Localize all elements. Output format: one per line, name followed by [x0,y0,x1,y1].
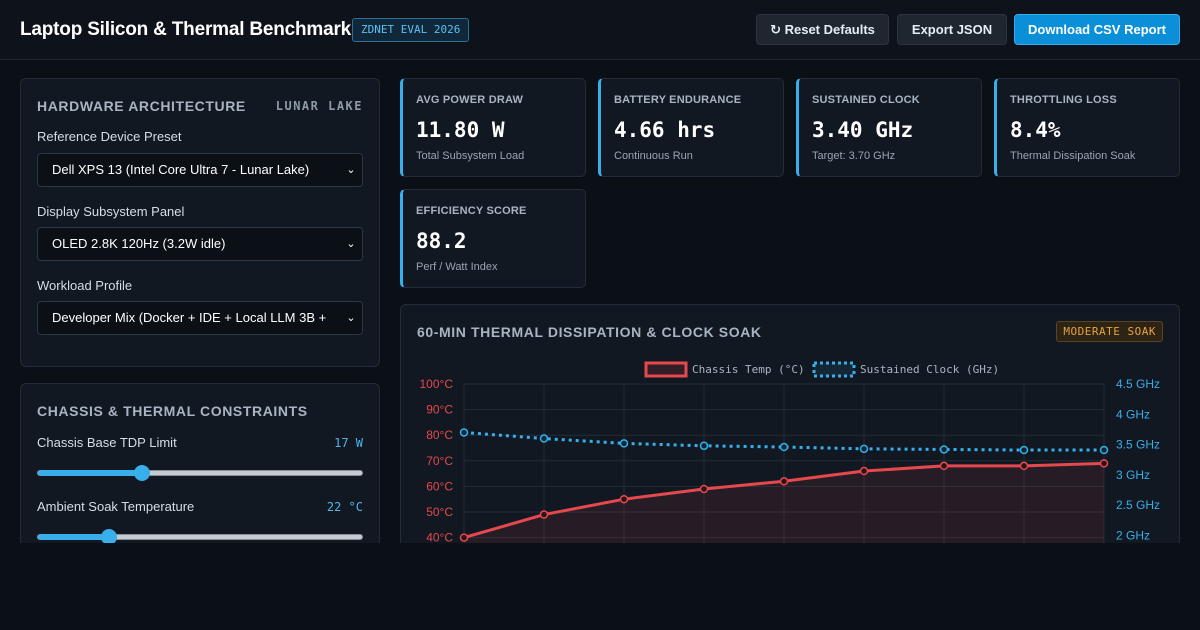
architecture-tag: LUNAR LAKE [275,99,363,113]
stat-subtext: Target: 3.70 GHz [812,150,896,162]
y-right-tick-label: 2.5 GHz [1116,498,1160,512]
stat-subtext: Thermal Dissipation Soak [1010,150,1136,162]
ambient-slider-fill [38,534,110,540]
stat-label: BATTERY ENDURANCE [614,94,742,106]
temp-data-point [859,466,869,476]
hardware-section-title: HARDWARE ARCHITECTURE [37,98,246,114]
y-right-tick-label: 4 GHz [1116,407,1150,421]
eval-badge: ZDNET EVAL 2026 [352,18,470,42]
temp-data-point [1099,459,1109,468]
stat-value: 8.4% [1010,118,1061,142]
stat-label: SUSTAINED CLOCK [812,94,920,106]
ambient-slider-thumb[interactable] [101,529,118,543]
chevron-down-icon: ⌄ [340,228,362,260]
y-left-tick-label: 40°C [426,531,453,543]
app-title: Laptop Silicon & Thermal Benchmark [20,19,352,40]
temp-data-point [699,484,709,494]
legend-label-temp: Chassis Temp (°C) [692,363,805,376]
thermal-section-title: CHASSIS & THERMAL CONSTRAINTS [37,403,308,419]
thermal-clock-chart: 100°C 90°C 80°C 70°C 60°C 50°C 40°C 4.5 GHz 4 GH… [420,361,1160,543]
y-left-tick-label: 80°C [426,428,453,442]
clock-data-point [859,444,869,454]
preset-select[interactable]: Dell XPS 13 (Intel Core Ultra 7 - Lunar … [37,153,363,187]
preset-select-value: Dell XPS 13 (Intel Core Ultra 7 - Lunar … [52,162,310,177]
temp-data-point [939,461,949,471]
ambient-label: Ambient Soak Temperature [37,499,195,514]
display-select[interactable]: OLED 2.8K 120Hz (3.2W idle) ⌄ [37,227,363,261]
legend-label-clock: Sustained Clock (GHz) [860,363,999,376]
stat-label: THROTTLING LOSS [1010,94,1117,106]
clock-data-point [1019,445,1029,455]
stat-card-clock: SUSTAINED CLOCK 3.40 GHz Target: 3.70 GH… [796,78,982,177]
clock-series-line [463,430,1104,452]
stat-subtext: Continuous Run [614,150,693,162]
chevron-down-icon: ⌄ [340,302,362,334]
y-right-tick-label: 3.5 GHz [1116,438,1160,452]
legend-swatch-clock [812,361,856,378]
workload-label: Workload Profile [37,278,133,293]
app-header: Laptop Silicon & Thermal Benchmark ZDNET… [0,0,1200,60]
clock-data-point [1099,445,1109,455]
tdp-slider[interactable] [37,465,363,481]
display-label: Display Subsystem Panel [37,204,185,219]
reset-defaults-button[interactable]: ↻ Reset Defaults [756,14,889,45]
chart-title: 60-MIN THERMAL DISSIPATION & CLOCK SOAK [417,324,762,340]
hardware-architecture-card: HARDWARE ARCHITECTURE LUNAR LAKE Referen… [20,78,380,367]
ambient-slider[interactable] [37,529,363,543]
temp-data-point [619,494,629,504]
display-select-value: OLED 2.8K 120Hz (3.2W idle) [52,236,226,251]
clock-data-point [939,445,949,454]
temp-series-area [464,463,1104,543]
y-left-tick-label: 90°C [426,403,453,417]
stat-card-power: AVG POWER DRAW 11.80 W Total Subsystem L… [400,78,586,177]
stat-label: EFFICIENCY SCORE [416,205,527,217]
legend-swatch-temp [644,361,688,378]
tdp-slider-thumb[interactable] [133,465,150,481]
clock-data-point [779,442,789,452]
temp-data-point [459,533,469,542]
ambient-value: 22 °C [326,500,363,514]
stat-value: 88.2 [416,229,467,253]
stat-value: 3.40 GHz [812,118,914,142]
stat-label: AVG POWER DRAW [416,94,524,106]
thermal-constraints-card: CHASSIS & THERMAL CONSTRAINTS Chassis Ba… [20,383,380,543]
temp-data-point [539,510,549,519]
y-left-tick-label: 50°C [426,505,453,519]
tdp-slider-fill [38,470,142,476]
stat-card-throttling: THROTTLING LOSS 8.4% Thermal Dissipation… [994,78,1180,177]
tdp-label: Chassis Base TDP Limit [37,435,177,450]
y-left-tick-label: 70°C [426,454,453,468]
app-viewport: Laptop Silicon & Thermal Benchmark ZDNET… [0,0,1200,543]
clock-data-point [459,428,469,437]
stat-subtext: Total Subsystem Load [416,150,525,162]
soak-status-badge: MODERATE SOAK [1056,321,1163,342]
stat-value: 4.66 hrs [614,118,716,142]
clock-data-point [699,441,709,451]
stat-subtext: Perf / Watt Index [416,261,498,273]
y-left-tick-label: 60°C [426,479,453,493]
temp-data-point [779,477,789,486]
thermal-chart-card: 60-MIN THERMAL DISSIPATION & CLOCK SOAK … [400,304,1180,543]
y-right-tick-label: 4.5 GHz [1116,377,1160,391]
clock-data-point [539,434,549,443]
export-json-button[interactable]: Export JSON [897,14,1007,45]
tdp-value: 17 W [334,436,363,450]
y-right-tick-label: 2 GHz [1116,529,1150,543]
stat-card-battery: BATTERY ENDURANCE 4.66 hrs Continuous Ru… [598,78,784,177]
temp-data-point [1019,461,1029,471]
preset-label: Reference Device Preset [37,129,182,144]
stat-card-efficiency: EFFICIENCY SCORE 88.2 Perf / Watt Index [400,189,586,288]
stat-value: 11.80 W [416,118,505,142]
clock-data-point [619,439,629,448]
y-right-tick-label: 3 GHz [1116,468,1150,482]
download-csv-button[interactable]: Download CSV Report [1014,14,1180,45]
workload-select-value: Developer Mix (Docker + IDE + Local LLM … [52,310,327,325]
chevron-down-icon: ⌄ [340,154,362,186]
workload-select[interactable]: Developer Mix (Docker + IDE + Local LLM … [37,301,363,335]
y-left-tick-label: 100°C [420,377,454,391]
